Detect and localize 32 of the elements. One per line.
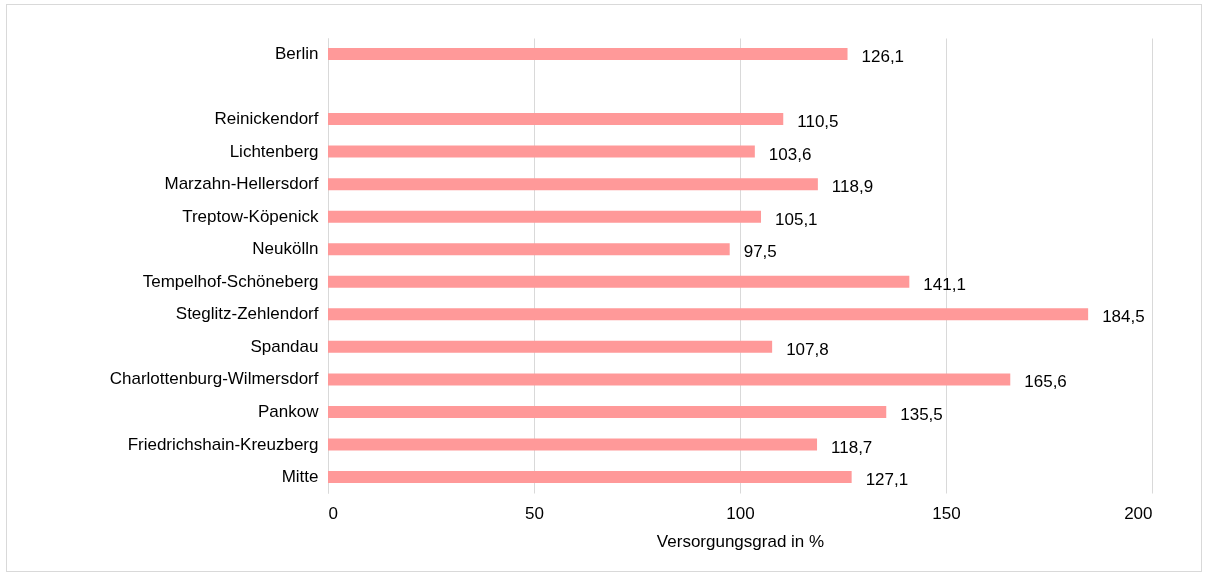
y-tick-label: Reinickendorf [214,109,319,129]
y-tick-label: Treptow-Köpenick [182,206,319,226]
x-tick-label: 100 [726,503,755,523]
data-label: 165,6 [1024,372,1067,392]
x-tick-label: 50 [525,503,544,523]
y-tick-label: Charlottenburg-Wilmersdorf [109,369,319,389]
y-tick-label: Marzahn-Hellersdorf [164,174,319,194]
x-tick-label: 0 [328,503,338,523]
y-tick-label: Tempelhof-Schöneberg [142,271,319,291]
data-label: 105,1 [775,209,818,229]
data-label: 103,6 [768,144,812,164]
x-axis-title: Versorgungsgrad in % [656,531,825,551]
data-label: 141,1 [923,274,966,294]
y-tick-label: Spandau [250,336,319,356]
y-tick-label: Berlin [275,43,319,63]
y-tick-label: Friedrichshain-Kreuzberg [127,434,319,454]
y-tick-label: Neukölln [252,239,319,259]
data-label: 110,5 [797,112,839,132]
data-label: 118,9 [831,177,874,197]
y-tick-label: Mitte [281,467,319,487]
data-label: 118,7 [831,437,873,457]
data-label: 127,1 [865,470,909,490]
data-label: 184,5 [1102,307,1145,327]
data-label: 135,5 [900,404,943,424]
data-label: 97,5 [743,242,777,262]
data-label: 126,1 [861,46,905,66]
x-tick-label: 200 [1124,503,1153,523]
data-label: 107,8 [786,339,829,359]
y-tick-label: Steglitz-Zehlendorf [175,304,319,324]
y-tick-label: Pankow [258,401,320,421]
x-tick-label: 150 [932,503,961,523]
y-tick-label: Lichtenberg [229,141,319,161]
